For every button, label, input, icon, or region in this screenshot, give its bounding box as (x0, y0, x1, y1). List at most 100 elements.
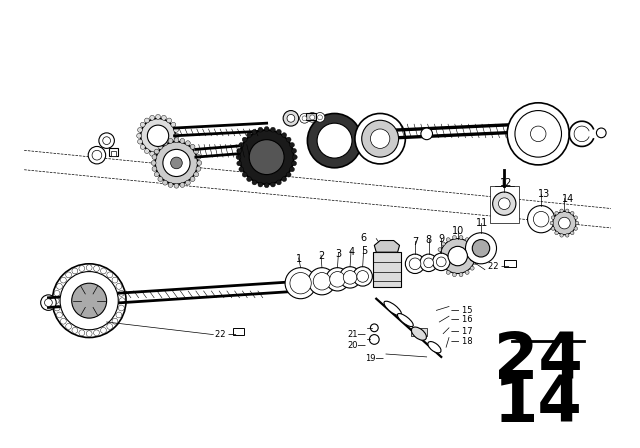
Circle shape (99, 133, 115, 148)
Text: 14: 14 (494, 373, 582, 435)
Text: 3: 3 (335, 249, 342, 259)
Circle shape (138, 128, 143, 132)
Bar (111, 151, 116, 156)
Bar (307, 112, 316, 120)
Circle shape (163, 180, 168, 185)
Ellipse shape (412, 327, 426, 340)
Circle shape (246, 177, 252, 181)
Circle shape (66, 272, 72, 278)
Circle shape (442, 242, 445, 246)
Circle shape (300, 113, 309, 123)
Circle shape (252, 180, 257, 185)
Bar (504, 260, 516, 267)
Circle shape (173, 139, 179, 144)
Circle shape (551, 216, 555, 220)
Text: 9: 9 (438, 234, 444, 244)
Circle shape (292, 155, 297, 159)
Circle shape (171, 157, 182, 169)
Text: 24: 24 (494, 330, 582, 392)
Circle shape (307, 112, 317, 122)
Circle shape (52, 264, 126, 337)
Circle shape (409, 258, 421, 270)
Circle shape (163, 141, 168, 146)
Circle shape (246, 133, 252, 138)
Circle shape (175, 134, 179, 138)
Circle shape (145, 118, 149, 123)
Circle shape (276, 129, 282, 134)
Circle shape (371, 324, 378, 332)
Circle shape (555, 231, 558, 235)
Text: 14: 14 (561, 194, 573, 204)
Text: 21—: 21— (347, 330, 366, 339)
Circle shape (283, 111, 299, 126)
Circle shape (186, 141, 190, 146)
Bar (109, 148, 118, 156)
Circle shape (442, 266, 445, 270)
Circle shape (315, 112, 325, 122)
Text: 19—: 19— (365, 354, 383, 363)
Circle shape (452, 273, 456, 276)
Circle shape (103, 137, 111, 145)
Polygon shape (374, 241, 399, 252)
Circle shape (140, 144, 145, 149)
Circle shape (60, 271, 118, 330)
Circle shape (362, 120, 399, 157)
Text: 4: 4 (348, 247, 355, 257)
Text: 22 —: 22 — (488, 262, 509, 271)
Circle shape (54, 290, 60, 296)
Circle shape (330, 271, 345, 287)
Circle shape (186, 180, 190, 185)
Circle shape (167, 149, 172, 154)
Circle shape (239, 167, 244, 172)
Text: — 18: — 18 (451, 336, 472, 345)
Circle shape (474, 248, 477, 251)
Circle shape (93, 266, 99, 271)
Circle shape (243, 172, 247, 177)
Circle shape (118, 290, 124, 296)
Circle shape (438, 261, 442, 264)
Circle shape (302, 116, 307, 121)
Circle shape (237, 161, 242, 166)
Circle shape (72, 268, 78, 274)
Circle shape (420, 254, 437, 271)
Text: 22 —: 22 — (215, 330, 237, 339)
Circle shape (119, 298, 125, 304)
Circle shape (194, 172, 198, 177)
Circle shape (531, 126, 546, 142)
Circle shape (437, 254, 441, 258)
Circle shape (465, 271, 469, 274)
Circle shape (438, 248, 442, 251)
Circle shape (168, 182, 173, 187)
Circle shape (264, 127, 269, 131)
Circle shape (566, 233, 569, 237)
Circle shape (448, 246, 467, 266)
Circle shape (243, 137, 247, 142)
Circle shape (470, 242, 474, 246)
Circle shape (107, 272, 113, 278)
Circle shape (553, 211, 576, 235)
Text: 20—: 20— (347, 341, 366, 350)
Text: 5: 5 (361, 246, 367, 256)
Circle shape (290, 272, 311, 294)
Text: 2: 2 (318, 251, 324, 261)
Circle shape (465, 233, 497, 264)
Text: 1: 1 (296, 254, 302, 264)
Circle shape (357, 271, 369, 282)
Circle shape (155, 142, 198, 184)
Circle shape (550, 221, 554, 225)
Circle shape (161, 116, 166, 120)
Circle shape (575, 221, 579, 225)
Circle shape (282, 177, 287, 181)
Circle shape (237, 148, 242, 153)
Text: 13: 13 (538, 189, 550, 199)
Circle shape (100, 327, 106, 333)
Circle shape (472, 240, 490, 257)
Circle shape (560, 209, 563, 212)
Circle shape (264, 183, 269, 188)
Circle shape (196, 166, 201, 171)
Circle shape (596, 128, 606, 138)
Ellipse shape (384, 301, 401, 316)
Circle shape (116, 284, 122, 289)
Circle shape (180, 182, 185, 187)
Circle shape (174, 183, 179, 188)
